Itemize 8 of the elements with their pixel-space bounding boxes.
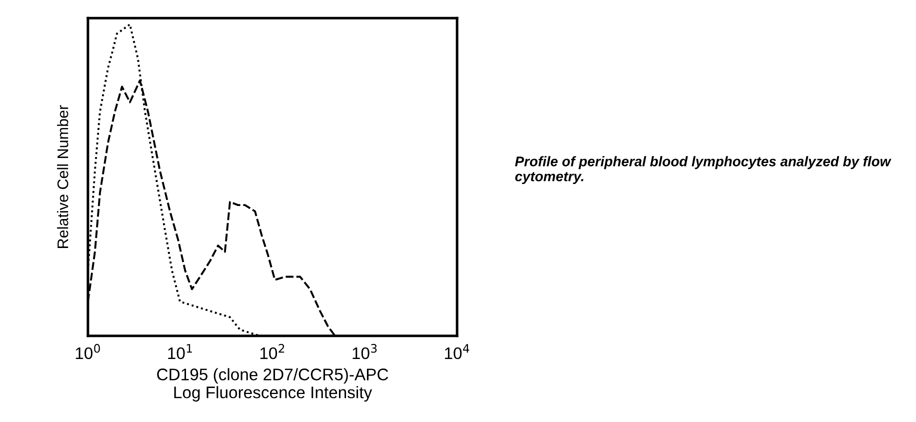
x-tick-label: 10$^{0}$ bbox=[76, 344, 100, 360]
x-axis-title: CD195 (clone 2D7/CCR5)-APC Log Fluorescence Intensity bbox=[157, 368, 388, 402]
y-axis-title: Relative Cell Number bbox=[57, 105, 68, 248]
x-tick-label: 10$^{2}$ bbox=[260, 344, 284, 360]
x-tick-label: 10$^{4}$ bbox=[445, 344, 470, 360]
x-tick-label: 10$^{3}$ bbox=[352, 344, 377, 360]
text: Profile of peripheral blood lymphocytes analyzed by flow cytometry. bbox=[515, 156, 892, 184]
x-tick-label: 10$^{1}$ bbox=[168, 344, 192, 360]
